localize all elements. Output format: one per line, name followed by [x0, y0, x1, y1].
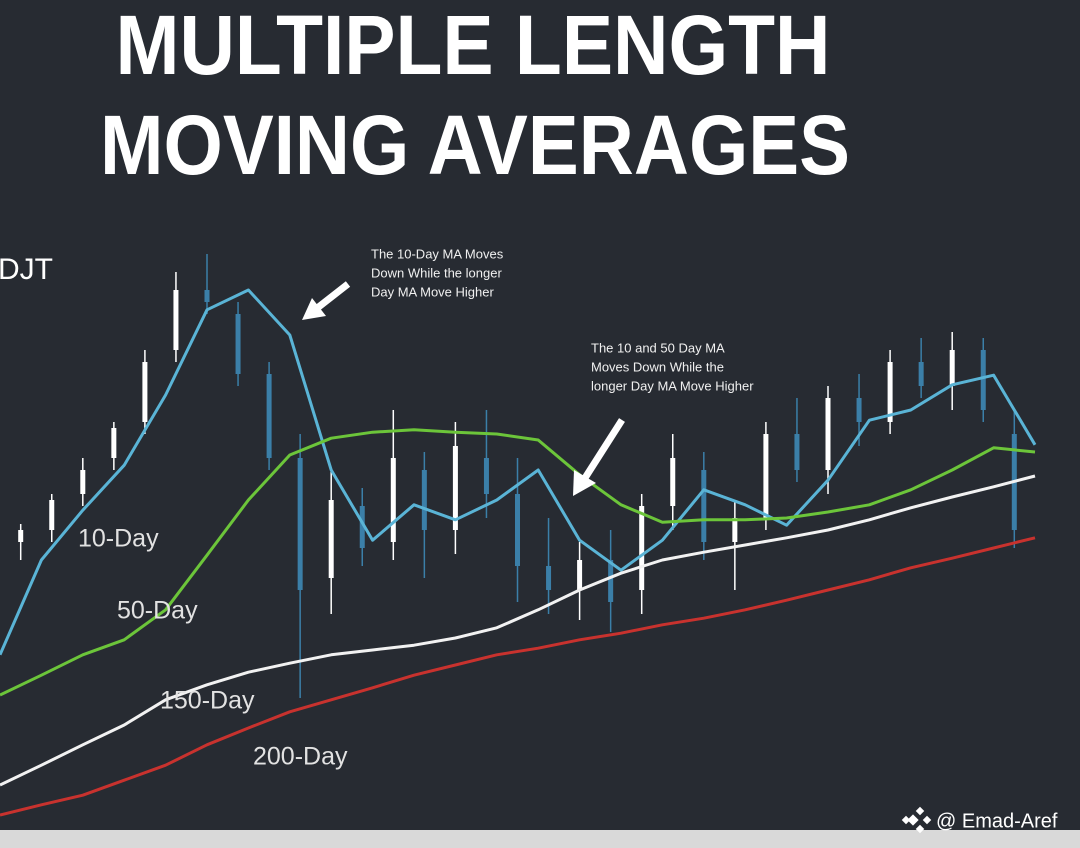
candle-body	[515, 494, 520, 566]
candle-body	[452, 446, 458, 530]
chart-title: MOVING AVERAGES	[100, 98, 850, 192]
candle-body	[670, 458, 676, 506]
candle-body	[235, 314, 241, 374]
ma-line	[0, 474, 1036, 787]
candle-body	[577, 560, 583, 590]
candle-body	[80, 470, 86, 494]
candle-body	[266, 374, 272, 458]
candle-body	[18, 530, 24, 542]
candle-body	[825, 398, 831, 470]
watermark: @ Emad-Aref	[936, 810, 1058, 832]
candle-body	[390, 458, 396, 542]
candle-body	[639, 506, 645, 590]
candle-body	[794, 434, 800, 470]
annotation: Moves Down While the	[591, 359, 724, 374]
arrow	[302, 281, 351, 320]
ticker: DJT	[0, 253, 53, 286]
series-label: 50-Day	[117, 597, 198, 625]
candle-body	[49, 500, 55, 530]
candle-body	[359, 506, 365, 548]
candle-body	[763, 434, 769, 518]
candle-body	[111, 428, 117, 458]
candle-body	[546, 566, 552, 590]
candle-body	[483, 458, 489, 494]
ma-line	[0, 288, 1037, 656]
annotation: The 10-Day MA Moves	[371, 246, 504, 261]
candle-body	[142, 362, 148, 422]
candle-body	[204, 290, 210, 302]
candle-body	[701, 470, 707, 542]
candle-body	[297, 458, 303, 590]
ma-line	[0, 428, 1036, 697]
series-label: 200-Day	[253, 743, 348, 771]
candle-body	[608, 560, 614, 602]
annotation: Down While the longer	[371, 265, 502, 280]
candle-body	[173, 290, 179, 350]
candle-body	[980, 350, 986, 410]
annotation: Day MA Move Higher	[371, 284, 494, 299]
candle-body	[887, 362, 893, 422]
chart-title: MULTIPLE LENGTH	[116, 0, 831, 92]
candle-body	[328, 500, 334, 578]
arrow	[573, 418, 625, 496]
watermark-icon	[901, 806, 932, 834]
annotation: longer Day MA Move Higher	[591, 378, 754, 393]
candle-body	[856, 398, 862, 422]
footer-strip	[0, 830, 1080, 848]
series-label: 150-Day	[160, 687, 255, 715]
annotation: The 10 and 50 Day MA	[591, 340, 725, 355]
ma-line	[0, 536, 1036, 817]
series-label: 10-Day	[78, 525, 159, 553]
plot-area	[0, 254, 1037, 817]
candle-body	[918, 362, 924, 386]
candle-body	[421, 470, 427, 530]
candle-body	[732, 518, 738, 542]
candle-body	[949, 350, 955, 386]
